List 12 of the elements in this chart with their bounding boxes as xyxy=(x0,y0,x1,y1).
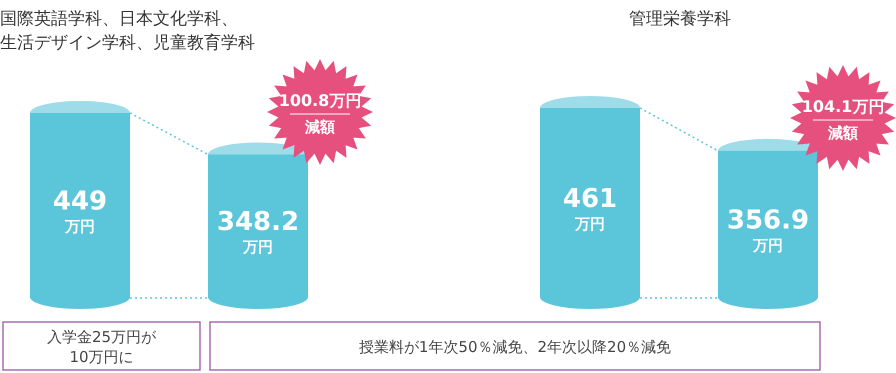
data-label: 461 万円 xyxy=(562,184,618,233)
text: 100.8万円 xyxy=(278,91,362,110)
text: 授業料が1年次50％減免、2年次以降20％減免 xyxy=(358,338,672,356)
data-label: 356.9 万円 xyxy=(726,205,810,254)
data-label: 348.2 万円 xyxy=(216,207,300,256)
annotation: 104.1万円 xyxy=(802,97,884,116)
annotation: 減額 xyxy=(827,124,858,142)
text: 入学金25万円が10万円に xyxy=(46,328,158,366)
chart-title: 国際英語学科、日本文化学科、生活デザイン学科、児童教育学科 xyxy=(0,9,255,53)
annotation: 減額 xyxy=(304,118,335,136)
data-label: 449 万円 xyxy=(52,186,108,236)
chart-title: 管理栄養学科 xyxy=(629,9,731,29)
